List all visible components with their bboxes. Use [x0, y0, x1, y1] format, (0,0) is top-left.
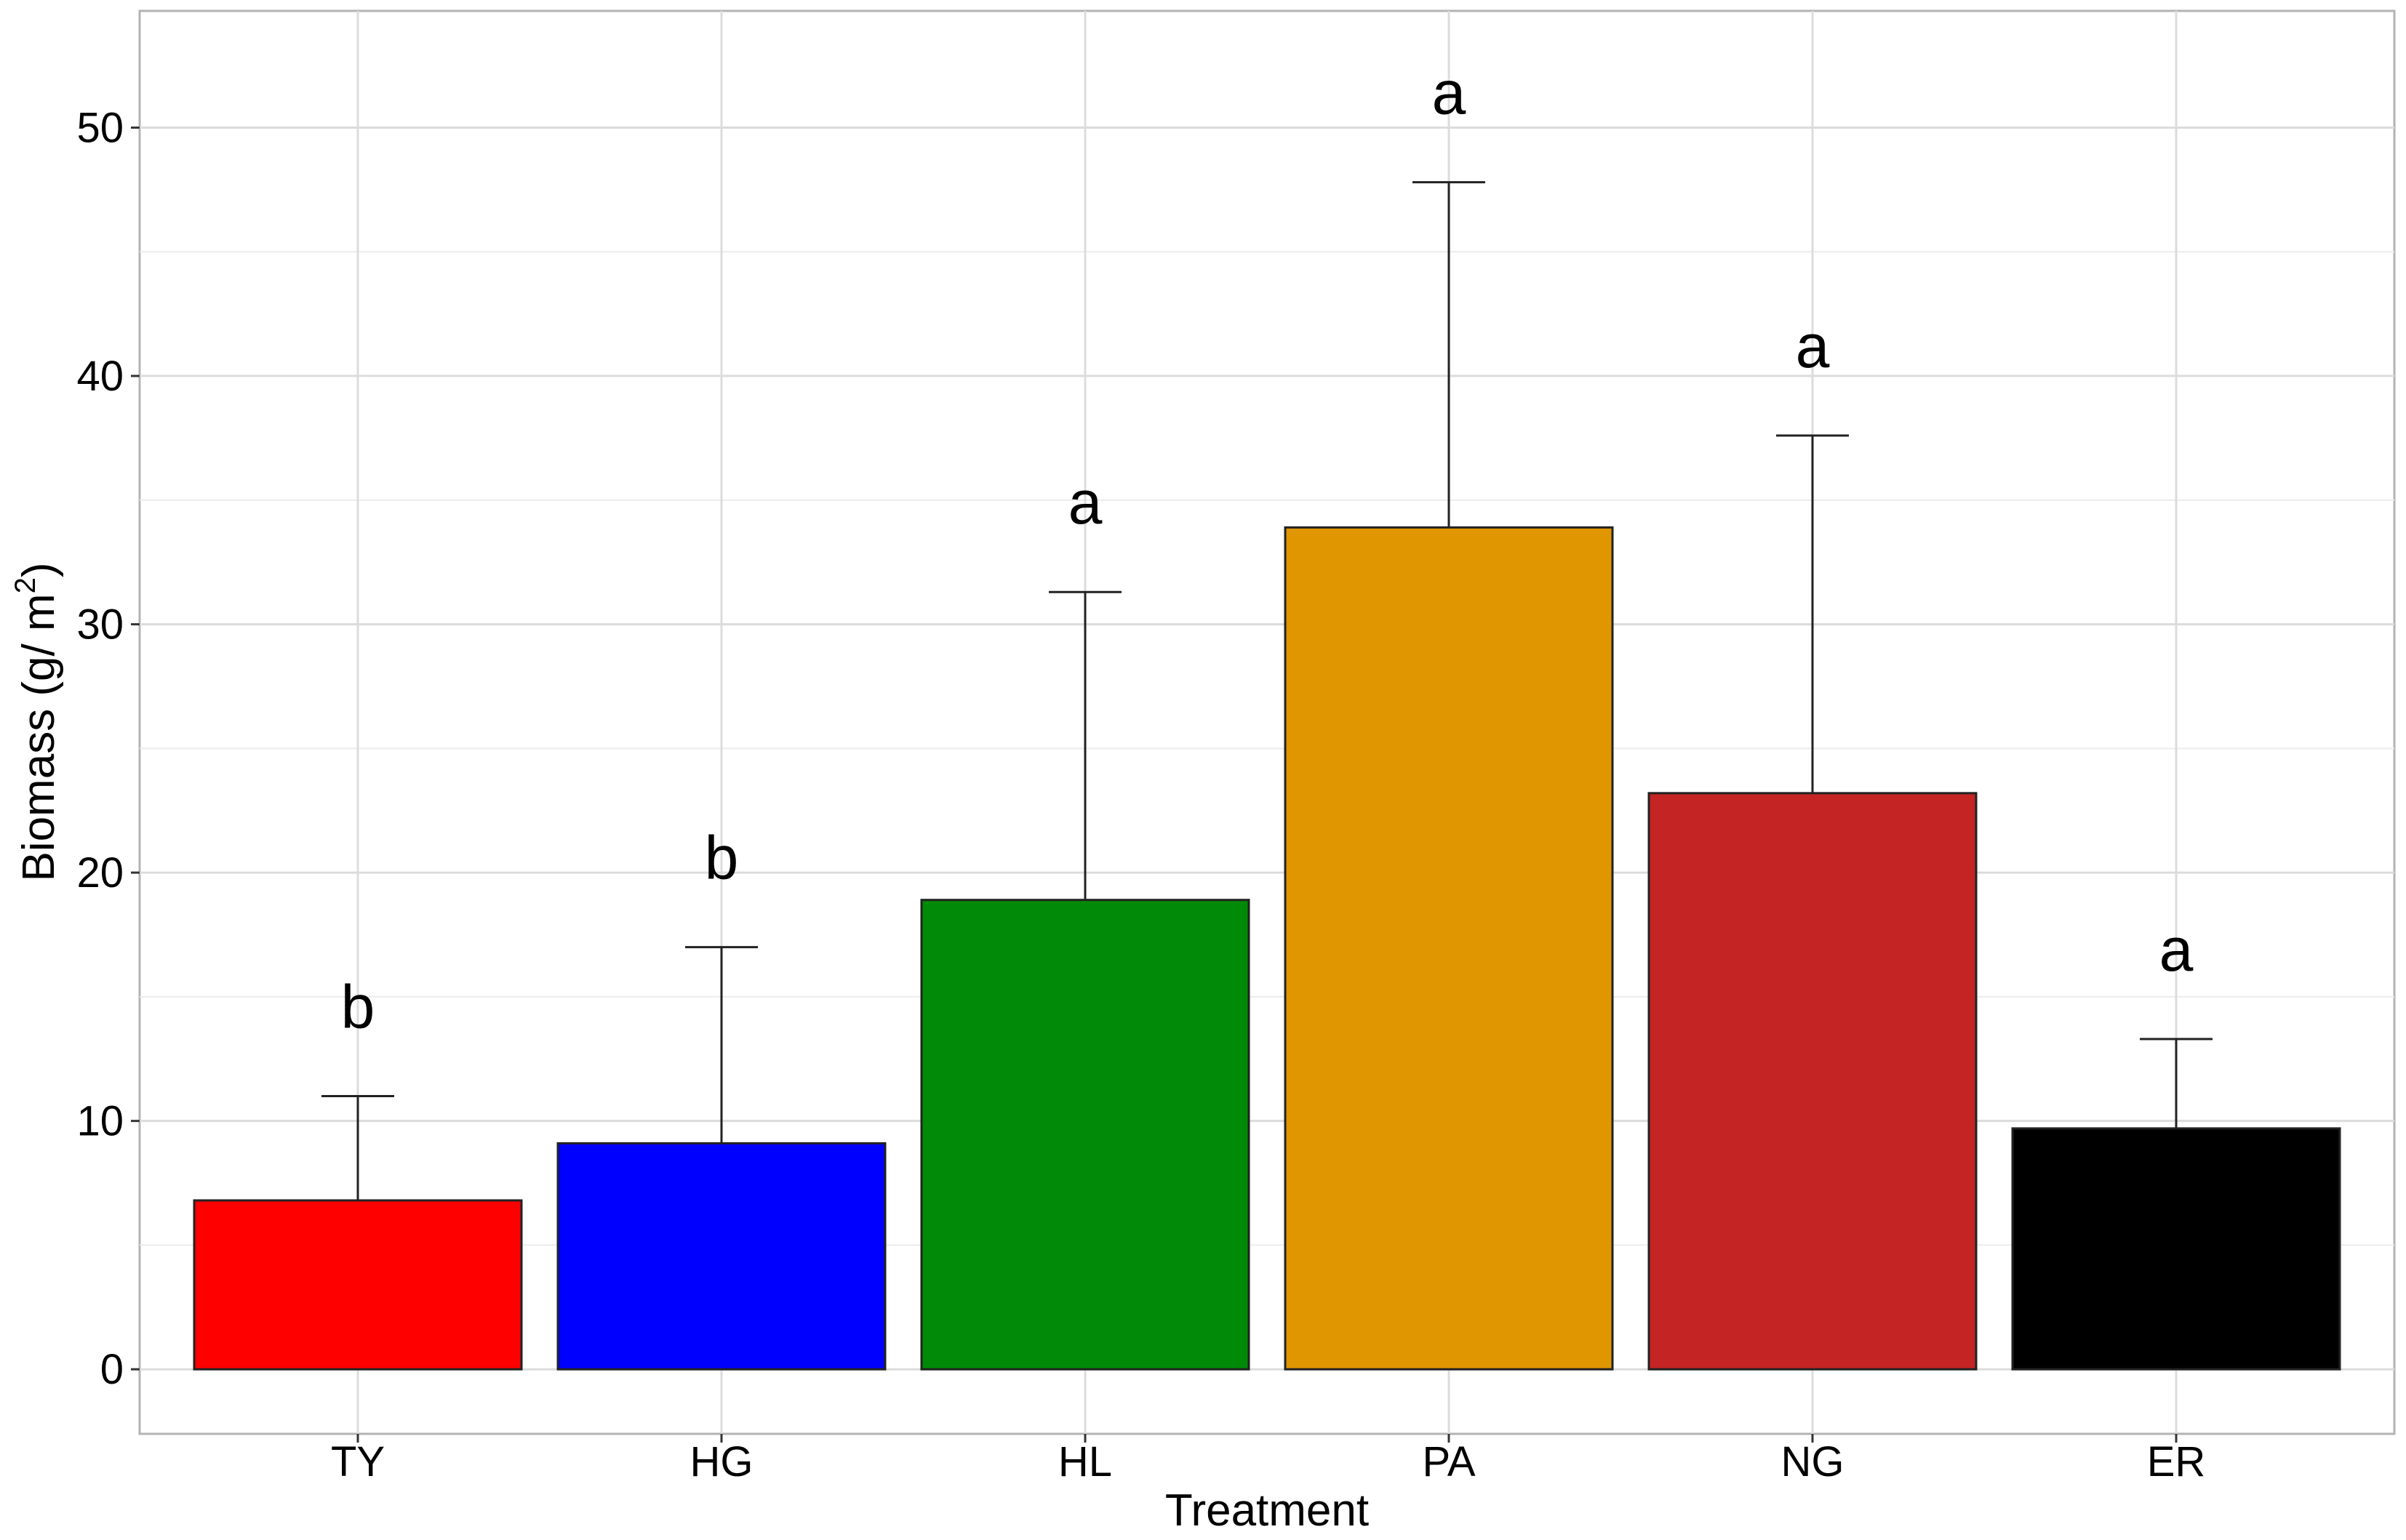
y-axis-title-main: Biomass (g/ m	[14, 593, 64, 881]
significance-letter: a	[1068, 468, 1103, 537]
x-tick-label: PA	[1422, 1438, 1475, 1485]
bar	[193, 1199, 523, 1371]
x-axis-title: Treatment	[1165, 1485, 1369, 1536]
bars	[193, 526, 2341, 1371]
bar	[2011, 1127, 2341, 1371]
significance-letters: b b a a a a	[341, 59, 2194, 1041]
significance-letter: b	[705, 824, 739, 892]
y-axis-title: Biomass (g/ m2)	[9, 562, 64, 881]
bar	[556, 1142, 887, 1371]
x-tick-label: NG	[1781, 1438, 1845, 1485]
bar	[1284, 526, 1614, 1371]
x-tick-label: TY	[331, 1438, 385, 1485]
error-bars	[321, 181, 2213, 1200]
y-axis-title-close: )	[14, 562, 64, 577]
significance-letter: a	[1796, 312, 1830, 380]
bar	[1647, 792, 1978, 1371]
x-tick-label: HG	[690, 1438, 754, 1485]
significance-letter: b	[341, 973, 375, 1041]
y-tick-label: 0	[100, 1346, 124, 1393]
bar	[920, 899, 1250, 1371]
y-axis-ticks: 0 10 20 30 40 50	[76, 105, 140, 1393]
y-axis-title-superscript: 2	[9, 577, 41, 593]
significance-letter: a	[2159, 915, 2194, 984]
x-tick-label: ER	[2147, 1438, 2206, 1485]
y-tick-label: 10	[76, 1098, 124, 1145]
x-tick-label: HL	[1058, 1438, 1112, 1485]
y-tick-label: 30	[76, 601, 124, 649]
x-axis-ticks: TY HG HL PA NG ER	[331, 1434, 2205, 1485]
significance-letter: a	[1432, 59, 1466, 127]
y-tick-label: 40	[76, 353, 124, 400]
y-tick-label: 20	[76, 849, 124, 897]
y-tick-label: 50	[76, 105, 124, 152]
